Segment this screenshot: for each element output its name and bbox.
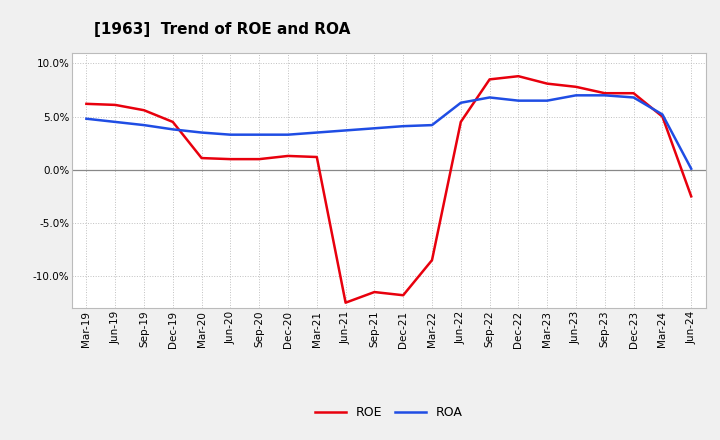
ROE	[312, 154, 321, 160]
ROE	[255, 157, 264, 162]
Line: ROE: ROE	[86, 76, 691, 303]
ROE	[284, 153, 292, 158]
Text: [1963]  Trend of ROE and ROA: [1963] Trend of ROE and ROA	[94, 22, 350, 37]
ROA	[485, 95, 494, 100]
ROE	[82, 101, 91, 106]
ROA	[543, 98, 552, 103]
ROE	[370, 290, 379, 295]
ROA	[629, 95, 638, 100]
ROA	[140, 122, 148, 128]
ROE	[485, 77, 494, 82]
ROE	[428, 257, 436, 263]
ROE	[572, 84, 580, 89]
ROE	[687, 194, 696, 199]
ROE	[629, 91, 638, 96]
ROE	[658, 114, 667, 119]
ROE	[600, 91, 609, 96]
ROA	[168, 127, 177, 132]
ROA	[572, 93, 580, 98]
ROE	[168, 119, 177, 125]
ROA	[226, 132, 235, 137]
ROA	[600, 93, 609, 98]
ROA	[255, 132, 264, 137]
ROA	[341, 128, 350, 133]
Legend: ROE, ROA: ROE, ROA	[310, 401, 468, 424]
ROA	[514, 98, 523, 103]
ROE	[197, 155, 206, 161]
ROA	[312, 130, 321, 135]
ROE	[111, 102, 120, 107]
ROA	[82, 116, 91, 121]
ROE	[140, 107, 148, 113]
ROE	[514, 73, 523, 79]
ROA	[658, 112, 667, 117]
ROE	[226, 157, 235, 162]
ROE	[399, 293, 408, 298]
ROA	[370, 126, 379, 131]
ROA	[428, 122, 436, 128]
ROA	[111, 119, 120, 125]
ROA	[284, 132, 292, 137]
ROE	[543, 81, 552, 86]
ROA	[687, 166, 696, 171]
ROE	[456, 119, 465, 125]
ROA	[399, 124, 408, 129]
ROA	[456, 100, 465, 106]
ROA	[197, 130, 206, 135]
ROE	[341, 300, 350, 305]
Line: ROA: ROA	[86, 95, 691, 169]
